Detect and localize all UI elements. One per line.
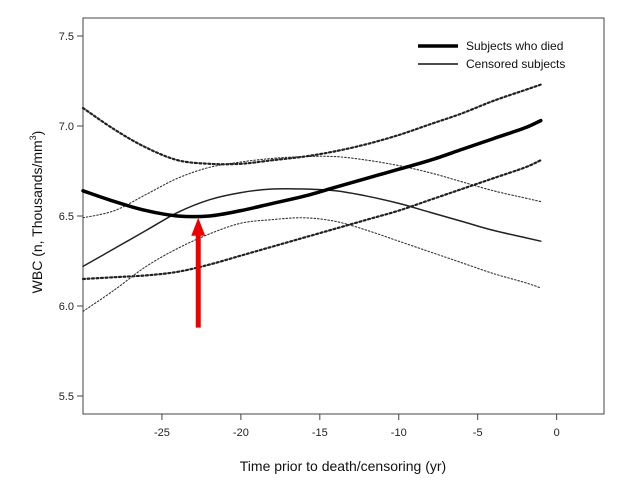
x-tick-label: -15 [312, 427, 328, 439]
x-axis-title: Time prior to death/censoring (yr) [240, 458, 446, 474]
y-axis-title-close: ) [29, 131, 45, 136]
y-axis-title: WBC (n, Thousands/mm3) [28, 131, 45, 294]
y-tick-label: 6.5 [59, 211, 74, 223]
y-axis-title-main: WBC (n, Thousands/mm [29, 140, 45, 293]
series-line-subjects-who-died-95-ci-lower [81, 159, 542, 281]
series-line-subjects-who-died-95-ci-upper [81, 83, 542, 166]
x-tick-label: 0 [554, 427, 560, 439]
series-line-censored-subjects-95-ci-upper [82, 155, 542, 219]
y-tick-label: 6.0 [59, 301, 74, 313]
series-line-censored-subjects-95-ci-lower [82, 217, 542, 312]
legend-label-died: Subjects who died [466, 39, 563, 53]
x-tick-label: -25 [154, 427, 170, 439]
y-tick-label: 7.0 [59, 121, 74, 133]
x-tick-label: -10 [391, 427, 407, 439]
y-tick-label: 5.5 [59, 391, 74, 403]
series-line-subjects-who-died [81, 118, 543, 219]
annotation-group [191, 217, 206, 328]
axis-ticks: -25 -20 -15 -10 -5 0 5.5 6.0 6.5 7.0 7.5 [59, 31, 560, 439]
y-axis-title-superscript: 3 [28, 135, 38, 140]
x-tick-label: -5 [473, 427, 483, 439]
legend-label-censored: Censored subjects [466, 57, 565, 71]
series-group [81, 83, 543, 312]
y-tick-label: 7.5 [59, 31, 74, 43]
x-tick-label: -20 [233, 427, 249, 439]
legend: Subjects who died Censored subjects [418, 39, 565, 71]
plot-frame [82, 17, 605, 415]
annotation-arrow-head [191, 217, 206, 236]
series-line-censored-subjects [82, 187, 542, 268]
